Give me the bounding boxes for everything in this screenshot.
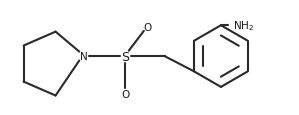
Text: S: S (121, 50, 129, 63)
Text: NH$_2$: NH$_2$ (233, 19, 254, 33)
Text: O: O (144, 23, 152, 33)
Text: O: O (121, 90, 129, 99)
Text: N: N (80, 52, 88, 62)
